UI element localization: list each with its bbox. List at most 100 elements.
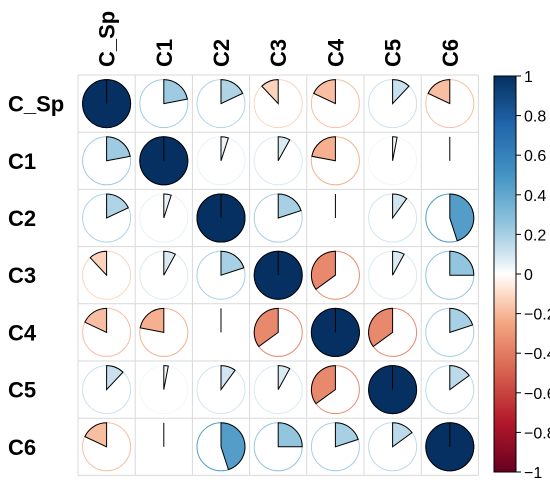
pie-slice bbox=[163, 250, 177, 276]
pie-C1-C1 bbox=[139, 136, 189, 186]
pie-C5-C3 bbox=[253, 365, 303, 415]
pie-C5-C4 bbox=[310, 365, 360, 415]
pie-C_Sp-C4 bbox=[310, 79, 360, 129]
colorbar-tick-label: 0.2 bbox=[524, 227, 546, 244]
pie-slice bbox=[334, 422, 359, 448]
col-label-C6: C6 bbox=[438, 39, 463, 67]
pie-C1-C_Sp bbox=[82, 136, 132, 186]
pie-slice bbox=[106, 193, 129, 219]
pie-slice bbox=[392, 136, 398, 161]
pie-C5-C_Sp bbox=[82, 365, 132, 415]
pie-C3-C1 bbox=[139, 250, 189, 300]
pie-C4-C3 bbox=[253, 307, 303, 357]
pie-C1-C3 bbox=[253, 136, 303, 186]
pie-slice bbox=[163, 365, 169, 390]
row-label-C5: C5 bbox=[8, 378, 36, 403]
pie-slice bbox=[310, 250, 336, 291]
pie-C1-C6 bbox=[425, 136, 475, 186]
pie-C6-C4 bbox=[310, 422, 360, 472]
pie-slice bbox=[277, 136, 291, 162]
pie-slice bbox=[392, 193, 408, 220]
pie-slice bbox=[106, 136, 131, 162]
pie-slice bbox=[449, 250, 475, 276]
pie-C6-C6 bbox=[425, 422, 475, 472]
grid bbox=[77, 74, 479, 476]
pie-slice bbox=[220, 250, 245, 276]
pie-slice bbox=[392, 79, 410, 105]
colorbar-tick-label: −0.8 bbox=[524, 425, 550, 442]
pie-C2-C_Sp bbox=[82, 193, 132, 243]
pie-C2-C6 bbox=[425, 193, 475, 243]
colorbar-tick-label: −0.2 bbox=[524, 307, 550, 324]
pie-C5-C5 bbox=[368, 365, 418, 415]
pie-C3-C3 bbox=[253, 250, 303, 300]
pie-slice bbox=[220, 136, 230, 161]
colorbar-tick-label: −0.6 bbox=[524, 386, 550, 403]
pie-C1-C2 bbox=[196, 136, 246, 186]
row-label-C2: C2 bbox=[8, 206, 36, 231]
pie-C6-C5 bbox=[368, 422, 418, 472]
pie-slice bbox=[311, 136, 336, 162]
pie-slice bbox=[89, 250, 108, 277]
variable-labels: C_Sp C_Sp C1 C1 C2 C2 C3 C3 C4 C4 C5 C5 C6 C6 bbox=[8, 11, 463, 460]
pie-slice bbox=[139, 307, 165, 334]
pie-slice bbox=[392, 250, 405, 276]
pie-slice bbox=[253, 307, 279, 348]
pie-C3-C4 bbox=[310, 250, 360, 300]
pie-C5-C1 bbox=[139, 365, 189, 415]
colorbar-tick-label: −0.4 bbox=[524, 346, 550, 363]
colorbar-tick-label: 1 bbox=[524, 69, 533, 86]
colorbar-gradient bbox=[493, 75, 517, 473]
col-label-C5: C5 bbox=[381, 39, 406, 67]
pie-C1-C4 bbox=[310, 136, 360, 186]
row-label-C_Sp: C_Sp bbox=[8, 92, 64, 117]
col-label-C3: C3 bbox=[266, 39, 291, 67]
pie-C5-C6 bbox=[425, 365, 475, 415]
col-label-C1: C1 bbox=[152, 39, 177, 67]
pie-C2-C3 bbox=[253, 193, 303, 243]
pie-C6-C1 bbox=[139, 422, 189, 472]
pie-C2-C4 bbox=[310, 193, 360, 243]
pie-slice bbox=[106, 365, 124, 391]
colorbar: 1 0.8 0.6 0.4 0.2 0 −0.2 −0.4 −0.6 −0.8 −1 bbox=[493, 69, 550, 482]
pie-slice bbox=[277, 422, 303, 448]
pie-C4-C2 bbox=[196, 307, 246, 357]
colorbar-tick-label: 0.4 bbox=[524, 188, 546, 205]
pie-C_Sp-C6 bbox=[425, 79, 475, 129]
row-label-C1: C1 bbox=[8, 149, 36, 174]
pie-slice bbox=[163, 193, 172, 219]
row-label-C6: C6 bbox=[8, 435, 36, 460]
pie-slice bbox=[220, 79, 244, 105]
row-label-C3: C3 bbox=[8, 263, 36, 288]
row-label-C4: C4 bbox=[8, 320, 37, 345]
pie-slice bbox=[84, 307, 108, 334]
pie-C_Sp-C5 bbox=[368, 79, 418, 129]
pie-C_Sp-C2 bbox=[196, 79, 246, 129]
pie-C_Sp-C_Sp bbox=[82, 79, 132, 129]
colorbar-tick-label: 0 bbox=[524, 267, 533, 284]
pie-slice bbox=[392, 422, 413, 448]
colorbar-tick-label: 0.8 bbox=[524, 109, 546, 126]
pie-slice bbox=[220, 365, 236, 392]
pie-slice bbox=[277, 365, 291, 390]
pie-C6-C2 bbox=[196, 422, 246, 472]
col-label-C4: C4 bbox=[323, 38, 348, 67]
pie-slice bbox=[427, 79, 451, 105]
colorbar-tick-label: 0.6 bbox=[524, 148, 546, 165]
pie-C6-C_Sp bbox=[82, 422, 132, 472]
pie-C4-C6 bbox=[425, 307, 475, 357]
pie-C2-C2 bbox=[196, 193, 246, 243]
col-label-C_Sp: C_Sp bbox=[95, 11, 120, 67]
pie-C4-C4 bbox=[310, 307, 360, 357]
pie-slice bbox=[449, 193, 475, 242]
pie-cells bbox=[82, 79, 475, 472]
pie-slice bbox=[368, 307, 394, 348]
pie-C5-C2 bbox=[196, 365, 246, 415]
pie-C4-C5 bbox=[368, 307, 418, 357]
pie-C3-C_Sp bbox=[82, 250, 132, 300]
pie-C6-C3 bbox=[253, 422, 303, 472]
col-label-C2: C2 bbox=[209, 39, 234, 67]
pie-slice bbox=[261, 79, 279, 105]
pie-slice bbox=[313, 79, 336, 105]
